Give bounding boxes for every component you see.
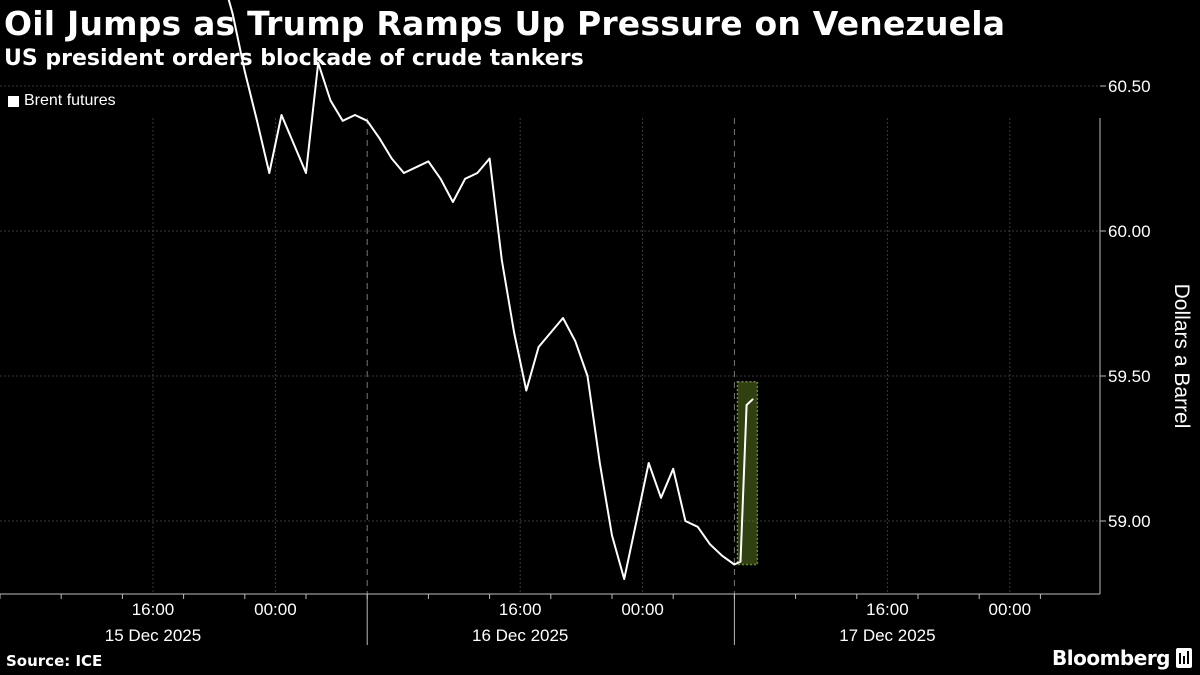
data-point bbox=[586, 375, 589, 377]
x-tick-label: 00:00 bbox=[989, 600, 1032, 619]
data-point bbox=[341, 120, 344, 122]
data-point bbox=[721, 555, 723, 557]
series-line-brent bbox=[227, 0, 754, 580]
data-point bbox=[268, 172, 271, 174]
data-point bbox=[415, 166, 417, 168]
data-point bbox=[684, 520, 687, 522]
data-point bbox=[598, 462, 601, 464]
x-tick-label: 16:00 bbox=[132, 600, 175, 619]
data-point bbox=[354, 114, 356, 116]
data-point bbox=[635, 520, 638, 522]
x-date-label: 15 Dec 2025 bbox=[105, 626, 201, 645]
x-date-label: 17 Dec 2025 bbox=[839, 626, 935, 645]
data-point bbox=[751, 398, 754, 401]
legend-swatch bbox=[8, 95, 19, 107]
data-point bbox=[513, 331, 515, 334]
brand: Bloomberg bbox=[1052, 646, 1192, 670]
data-point bbox=[525, 389, 528, 392]
data-point bbox=[574, 340, 577, 343]
x-tick-label: 00:00 bbox=[254, 600, 297, 619]
terminal-icon bbox=[1176, 648, 1192, 668]
source-note: Source: ICE bbox=[6, 652, 103, 670]
data-point bbox=[745, 404, 748, 406]
data-point bbox=[672, 468, 674, 470]
x-tick-label: 16:00 bbox=[499, 600, 542, 619]
data-point bbox=[231, 12, 234, 15]
data-point bbox=[550, 331, 552, 334]
data-point bbox=[329, 99, 332, 102]
data-point bbox=[378, 137, 381, 139]
chart-title: Oil Jumps as Trump Ramps Up Pressure on … bbox=[4, 4, 1006, 43]
data-point bbox=[611, 534, 613, 537]
data-point bbox=[244, 70, 246, 73]
data-point bbox=[562, 317, 564, 319]
data-point bbox=[464, 178, 466, 180]
y-tick-label: 60.50 bbox=[1108, 77, 1151, 96]
brand-logo: Bloomberg bbox=[1052, 646, 1170, 670]
data-point bbox=[537, 346, 540, 348]
x-date-label: 16 Dec 2025 bbox=[472, 626, 568, 645]
data-point bbox=[390, 157, 393, 160]
x-tick-label: 00:00 bbox=[621, 600, 664, 619]
data-point bbox=[709, 543, 711, 545]
data-point bbox=[280, 114, 283, 116]
data-point bbox=[660, 497, 662, 499]
data-point bbox=[623, 578, 626, 580]
data-point bbox=[256, 120, 258, 122]
data-point bbox=[452, 201, 454, 203]
data-point bbox=[439, 178, 442, 180]
data-point bbox=[305, 172, 307, 174]
data-point bbox=[696, 526, 699, 528]
y-tick-label: 59.50 bbox=[1108, 367, 1151, 386]
data-point bbox=[733, 563, 736, 566]
data-point bbox=[317, 62, 320, 64]
data-point bbox=[366, 120, 369, 122]
x-tick-label: 16:00 bbox=[866, 600, 909, 619]
chart-subtitle: US president orders blockade of crude ta… bbox=[4, 46, 584, 71]
data-point bbox=[292, 143, 295, 145]
data-point bbox=[488, 157, 491, 160]
y-tick-label: 59.00 bbox=[1108, 512, 1151, 531]
y-axis-label: Dollars a Barrel bbox=[1170, 284, 1193, 429]
data-point bbox=[476, 172, 479, 174]
y-tick-label: 60.00 bbox=[1108, 222, 1151, 241]
legend-label: Brent futures bbox=[24, 92, 116, 109]
data-point bbox=[427, 160, 430, 163]
data-point bbox=[647, 462, 650, 464]
data-point bbox=[739, 560, 742, 563]
legend: Brent futures bbox=[8, 92, 116, 110]
data-point bbox=[403, 172, 405, 174]
data-point bbox=[501, 259, 503, 261]
